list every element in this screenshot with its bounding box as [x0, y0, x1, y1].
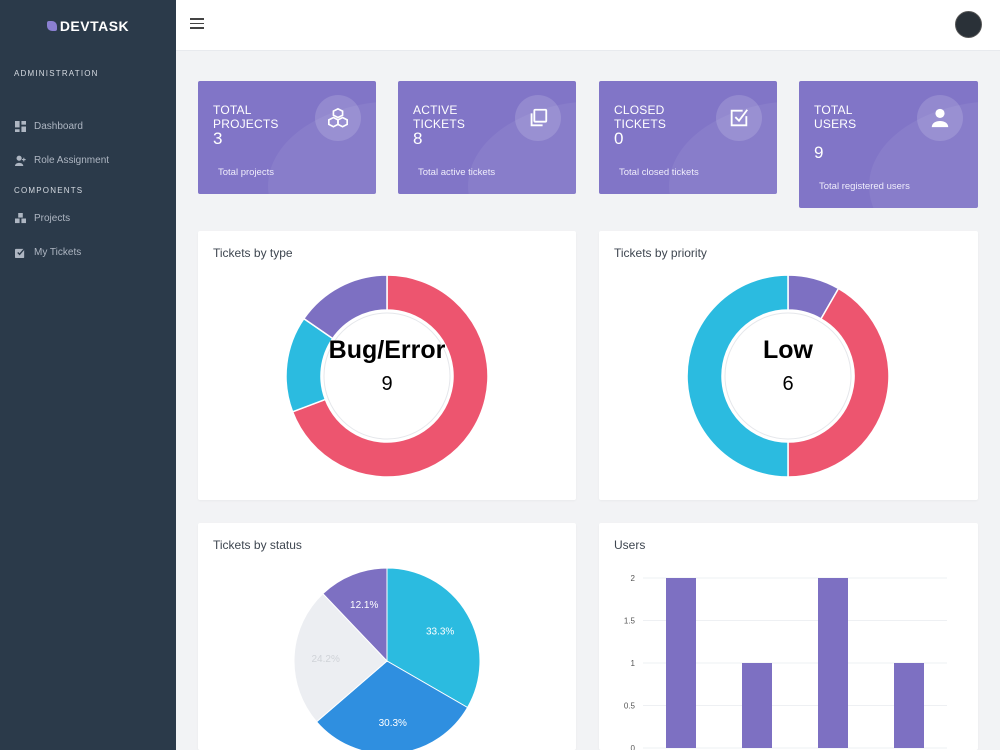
donut-slice-1[interactable]	[787, 287, 890, 478]
section-label-components: COMPONENTS	[14, 186, 84, 195]
bar[interactable]	[894, 663, 924, 748]
user-icon	[917, 95, 963, 141]
card-active-tickets[interactable]: ACTIVE TICKETS 8 Total active tickets	[398, 81, 576, 194]
pie-slice-1[interactable]	[315, 660, 469, 750]
topbar	[176, 0, 1000, 51]
user-plus-icon	[14, 154, 26, 166]
donut-slice-0[interactable]	[291, 274, 489, 478]
card-total-users[interactable]: TOTAL USERS 9 Total registered users	[799, 81, 978, 208]
panel-tickets-by-priority: Tickets by priority Low 6	[599, 231, 978, 500]
y-tick-label: 0	[631, 744, 636, 750]
pie-slice-label: 30.3%	[379, 718, 407, 729]
pie-slice-0[interactable]	[386, 567, 481, 709]
tickets-by-status-chart[interactable]: 33.3% 30.3% 24.2% 12.1%	[198, 523, 576, 750]
pie-slice-label: 24.2%	[312, 654, 340, 665]
y-tick-label: 1.5	[624, 617, 636, 626]
card-title: TOTAL USERS	[814, 103, 857, 131]
brand-logo-icon	[46, 21, 57, 31]
panel-users: Users 0 0.5 1 1.5 2	[599, 523, 978, 750]
sidebar-item-label: Projects	[34, 212, 71, 224]
dashboard-icon	[14, 120, 26, 132]
card-value: 0	[614, 129, 624, 148]
pie-slice-3[interactable]	[322, 567, 388, 663]
panel-title: Tickets by status	[213, 538, 302, 552]
donut-slice-2[interactable]	[302, 274, 388, 340]
sidebar-item-dashboard[interactable]: Dashboard	[0, 109, 176, 143]
sidebar-item-my-tickets[interactable]: My Tickets	[0, 235, 176, 269]
card-subtitle: Total projects	[218, 167, 274, 178]
panel-tickets-by-status: Tickets by status 33.3% 30.3% 24.2% 12.1%	[198, 523, 576, 750]
y-tick-label: 1	[631, 659, 636, 668]
panel-title: Tickets by priority	[614, 246, 707, 260]
card-total-projects[interactable]: TOTAL PROJECTS 3 Total projects	[198, 81, 376, 194]
donut-slice-2[interactable]	[686, 274, 789, 478]
tickets-by-priority-chart[interactable]: Low 6	[599, 231, 978, 500]
card-value: 9	[814, 143, 824, 162]
section-label-administration: ADMINISTRATION	[14, 69, 99, 78]
sidebar: DEVTASK ADMINISTRATION Dashboard Role As…	[0, 0, 176, 750]
bar[interactable]	[742, 663, 772, 748]
donut-center-label: Bug/Error	[329, 336, 446, 364]
card-title: TOTAL PROJECTS	[213, 103, 279, 131]
card-value: 8	[413, 129, 423, 148]
menu-toggle-icon[interactable]	[190, 18, 204, 30]
sidebar-item-label: Dashboard	[34, 120, 83, 132]
admin-menu: Dashboard Role Assignment	[0, 109, 176, 177]
card-subtitle: Total closed tickets	[619, 167, 699, 178]
donut-inner-ring	[323, 312, 451, 440]
cubes-icon	[315, 95, 361, 141]
brand[interactable]: DEVTASK	[0, 0, 176, 52]
checked-calendar-icon	[716, 95, 762, 141]
y-tick-label: 2	[631, 574, 636, 583]
pie-slice-2[interactable]	[293, 592, 388, 723]
sidebar-item-role-assignment[interactable]: Role Assignment	[0, 143, 176, 177]
card-subtitle: Total registered users	[819, 181, 910, 192]
card-value: 3	[213, 129, 223, 148]
panel-tickets-by-type: Tickets by type Bug/Error 9	[198, 231, 576, 500]
sidebar-item-projects[interactable]: Projects	[0, 201, 176, 235]
tickets-icon	[14, 246, 26, 258]
projects-icon	[14, 212, 26, 224]
card-title: CLOSED TICKETS	[614, 103, 667, 131]
panel-title: Tickets by type	[213, 246, 293, 260]
pie-slice-label: 33.3%	[426, 626, 454, 637]
tickets-by-type-chart[interactable]: Bug/Error 9	[198, 231, 576, 500]
donut-inner-ring	[724, 312, 852, 440]
bar[interactable]	[818, 578, 848, 748]
card-subtitle: Total active tickets	[418, 167, 496, 178]
donut-center-value: 9	[381, 373, 392, 395]
pie-slice-label: 12.1%	[350, 600, 378, 611]
components-menu: Projects My Tickets	[0, 201, 176, 269]
brand-name: DEVTASK	[59, 18, 130, 34]
card-title: ACTIVE TICKETS	[413, 103, 466, 131]
sidebar-item-label: My Tickets	[34, 246, 82, 258]
sidebar-item-label: Role Assignment	[34, 154, 110, 166]
bar[interactable]	[666, 578, 696, 748]
donut-center-label: Low	[763, 336, 814, 364]
avatar[interactable]	[955, 11, 982, 38]
card-closed-tickets[interactable]: CLOSED TICKETS 0 Total closed tickets	[599, 81, 777, 194]
users-bar-chart[interactable]: 0 0.5 1 1.5 2	[599, 523, 978, 750]
donut-center-value: 6	[782, 373, 793, 395]
panel-title: Users	[614, 538, 646, 552]
copy-icon	[515, 95, 561, 141]
y-tick-label: 0.5	[624, 702, 636, 711]
